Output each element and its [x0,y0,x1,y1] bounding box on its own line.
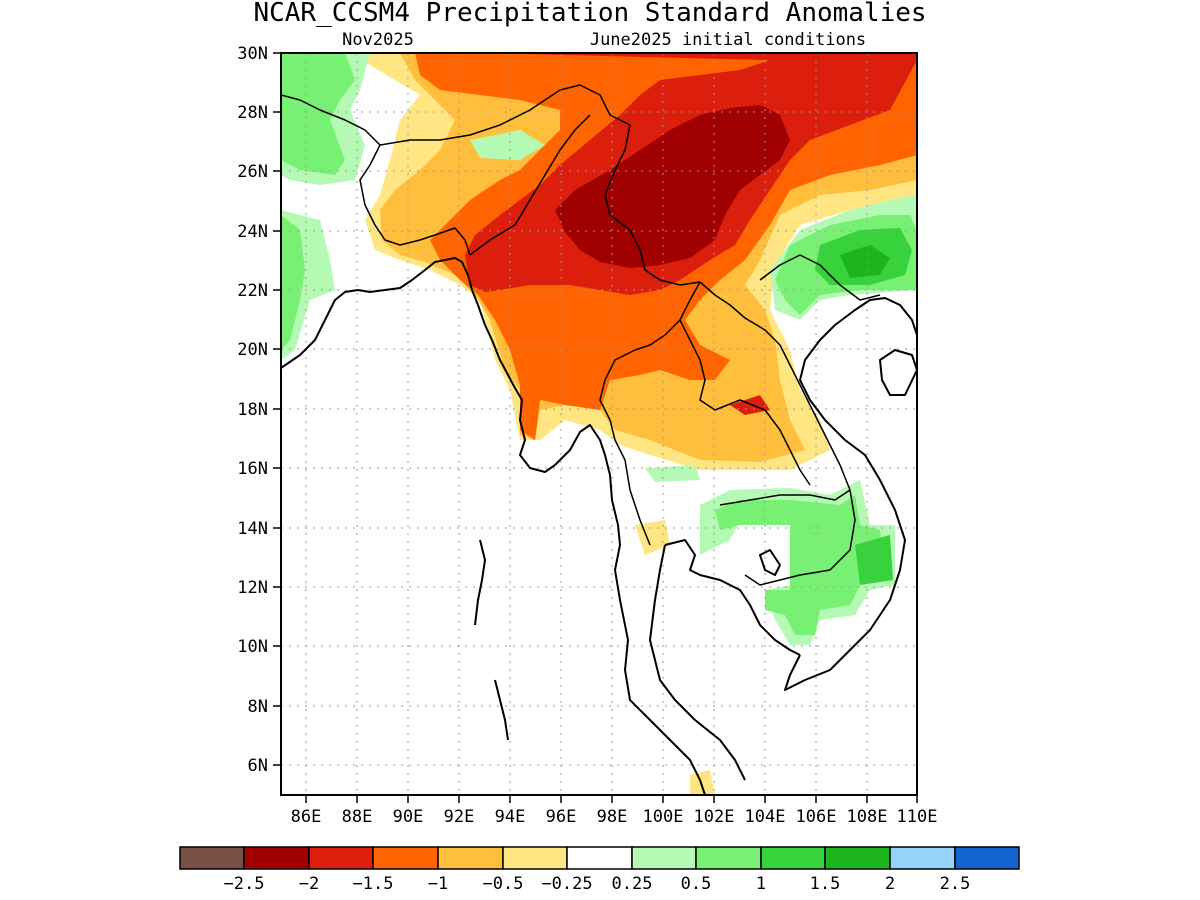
border-cambodia [719,489,856,586]
coastline-myanmar-west [471,289,556,473]
border-bangladesh [359,144,471,256]
colorbar-label: 2 [885,874,895,894]
coastline-nicobar-islands [494,679,509,741]
coastline-vietnam [784,297,917,691]
lon-label: 106E [796,807,837,827]
border-myanmar-india [469,114,591,256]
anomaly-shading [281,53,917,795]
colorbar-swatch [824,846,891,870]
anomaly-region-minus1-north [465,53,700,100]
colorbar-label: 0.5 [681,874,712,894]
lon-label: 96E [546,807,577,827]
colorbar-swatch [631,846,697,870]
border-myanmar-thailand [599,281,701,546]
lon-label: 108E [847,807,888,827]
colorbar-swatch [243,846,310,870]
lon-label: 92E [444,807,475,827]
anomaly-region-plus15-se [855,535,893,585]
lat-lon-grid [281,53,917,795]
colorbar-label: 0.25 [612,874,653,894]
anomaly-region-plus1-w [281,215,305,350]
colorbar-swatch [695,846,762,870]
colorbar-swatch [566,846,633,870]
lat-label: 28N [237,103,268,123]
colorbar-swatch [889,846,956,870]
initial-conditions-label: June2025 initial conditions [590,30,866,50]
colorbar-label: −2.5 [224,874,265,894]
border-laos-thailand [679,319,811,486]
lon-label: 100E [643,807,684,827]
map-title: NCAR_CCSM4 Precipitation Standard Anomal… [253,0,926,28]
forecast-month: Nov2025 [342,30,414,50]
coastline-andaman-east [554,424,706,795]
lat-label: 6N [248,756,268,776]
colorbar-swatch [308,846,374,870]
colorbar-label: −0.5 [483,874,524,894]
colorbar-label: −0.25 [541,874,592,894]
lon-label: 94E [495,807,526,827]
coastline-india-east [281,289,359,369]
colorbar-label: −1.5 [353,874,394,894]
coastline-bay-of-bengal-north [357,257,473,293]
lat-label: 24N [237,222,268,242]
coastline-tonle-sap [759,549,781,576]
colorbar-swatch [437,846,504,870]
map-frame [280,52,918,796]
colorbar: −2.5 −2 −1.5 −1 −0.5 −0.25 0.25 0.5 1 1.… [179,846,1020,894]
lon-label: 102E [694,807,735,827]
lat-label: 30N [237,44,268,64]
lat-label: 10N [237,637,268,657]
colorbar-label: 1.5 [810,874,841,894]
lat-label: 16N [237,459,268,479]
border-myanmar-china [604,124,701,286]
anomaly-region-plus1-se [715,495,885,635]
coastline-andaman-islands [474,539,486,626]
anomaly-region-plus2-e [840,245,890,278]
lon-label: 88E [342,807,373,827]
lat-label: 20N [237,340,268,360]
lat-label: 12N [237,578,268,598]
anomaly-region-plus05-north [470,130,545,160]
colorbar-swatch [372,846,439,870]
longitude-axis: 86E 88E 90E 92E 94E 96E 98E 100E 102E 10… [291,795,938,827]
colorbar-label: −2 [299,874,319,894]
anomaly-region-plus1-nw [281,53,355,175]
anomaly-region-minus15-east [730,395,770,415]
coastline-malay-east [649,544,746,781]
coastline-gulf-of-thailand [664,539,801,656]
lat-label: 26N [237,162,268,182]
colorbar-swatch [760,846,826,870]
lon-label: 104E [745,807,786,827]
lat-label: 22N [237,281,268,301]
border-bhutan-northeast [379,84,631,146]
anomaly-region-minus2 [555,105,790,268]
colorbar-swatch [179,846,245,870]
border-china-vietnam [759,254,881,301]
anomaly-region-minus025-far-south [690,770,715,795]
lon-label: 90E [393,807,424,827]
lon-label: 98E [597,807,628,827]
latitude-axis: 30N 28N 26N 24N 22N 20N 18N 16N 14N 12N … [237,44,281,776]
border-nepal-india [281,94,381,146]
lon-label: 110E [897,807,938,827]
coastline-hainan-south-china [879,349,917,396]
lat-label: 18N [237,400,268,420]
anomaly-region-plus05-center [645,465,700,482]
border-laos [699,281,851,491]
colorbar-label: 1 [756,874,766,894]
colorbar-label: −1 [428,874,448,894]
lat-label: 8N [248,697,268,717]
colorbar-swatch [502,846,568,870]
coastlines-and-borders [281,84,917,795]
lon-label: 86E [291,807,322,827]
lat-label: 14N [237,519,268,539]
colorbar-label: 2.5 [940,874,971,894]
colorbar-swatch [954,846,1020,870]
